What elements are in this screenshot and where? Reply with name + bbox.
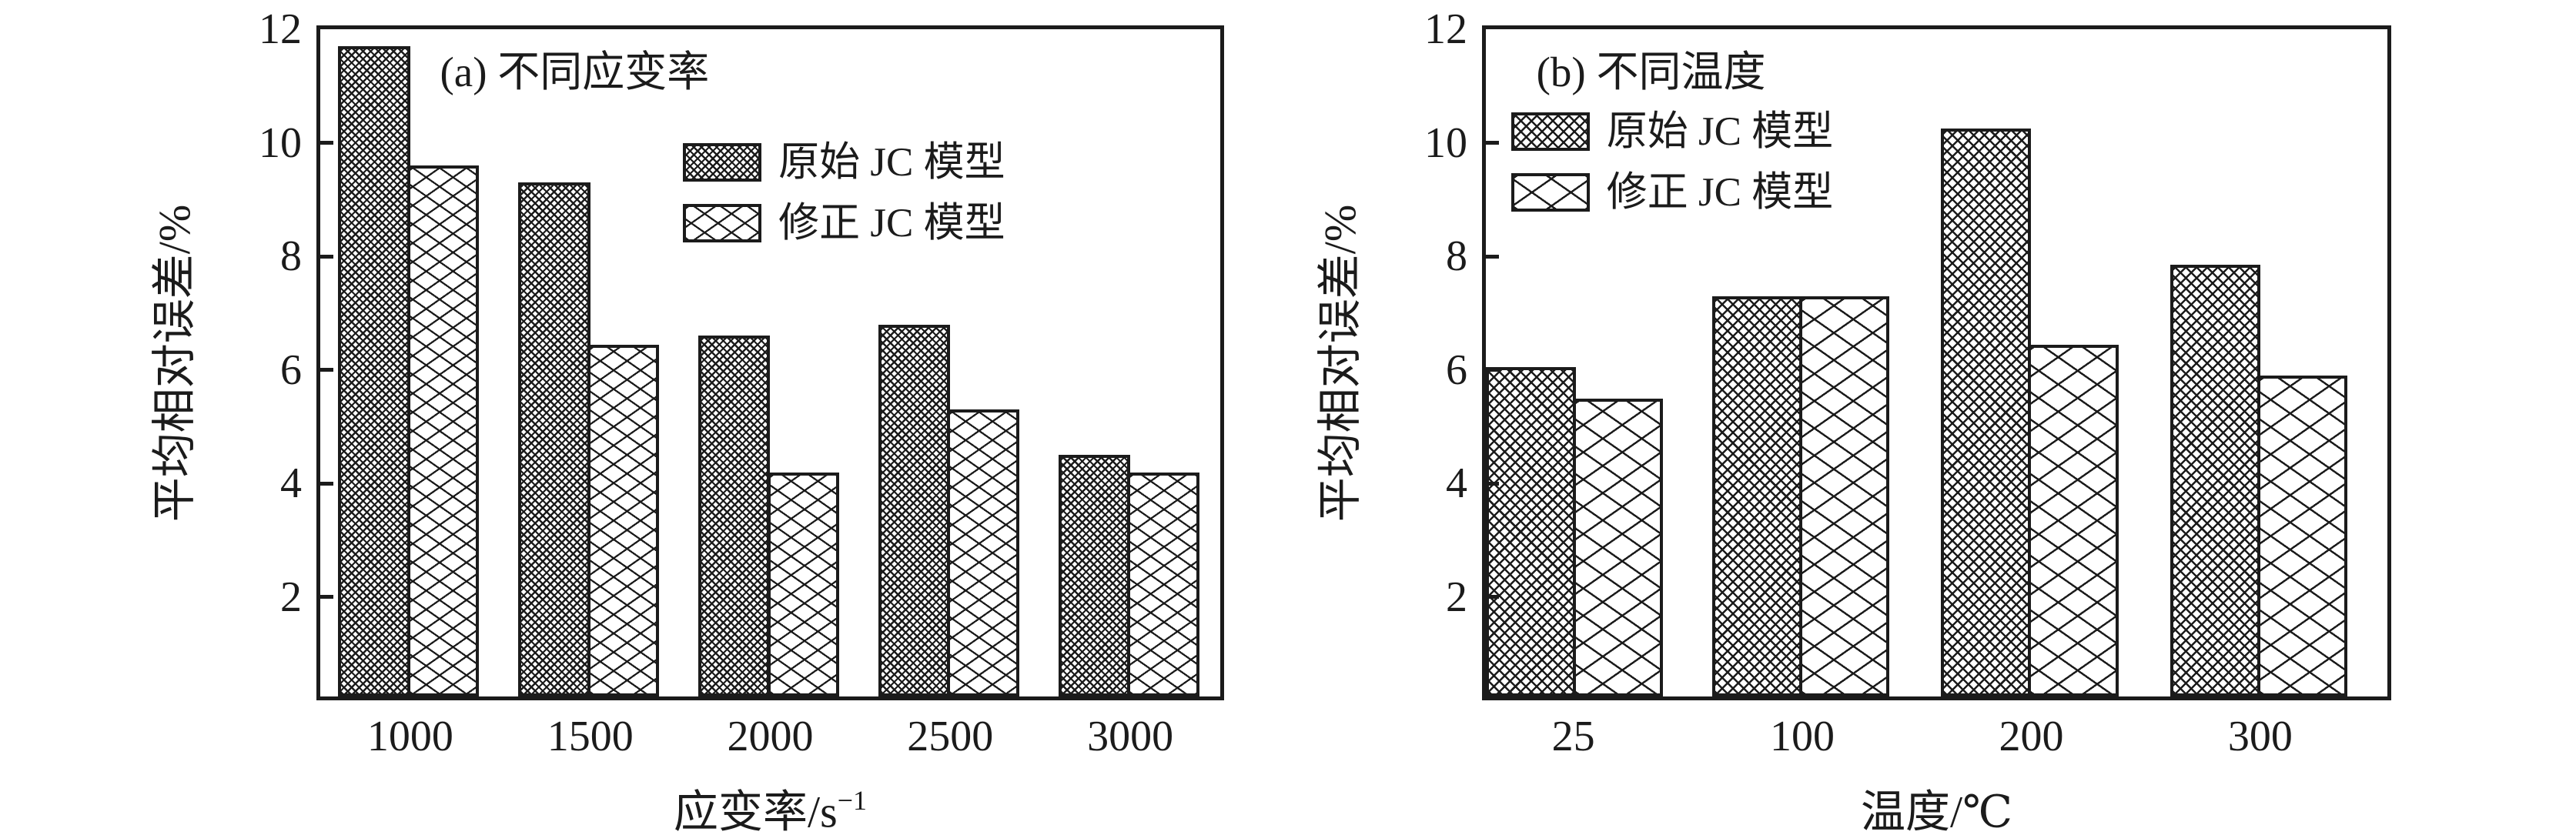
x-tick-label: 25 bbox=[1551, 713, 1595, 760]
bar-modified-jc-model bbox=[1127, 473, 1199, 696]
bar-modified-jc-model bbox=[2257, 376, 2347, 696]
bar-modified-jc-model bbox=[587, 345, 660, 696]
y-tick-mark bbox=[320, 595, 333, 600]
x-tick-label: 300 bbox=[2227, 713, 2293, 760]
chart-b-x-axis-title: 温度/℃ bbox=[1861, 777, 2012, 835]
x-tick-label: 3000 bbox=[1087, 713, 1174, 760]
bar-modified-jc-model bbox=[947, 409, 1019, 696]
y-tick-mark bbox=[1486, 595, 1499, 600]
legend-label-original-jc-model: 原始 JC 模型 bbox=[1606, 109, 1834, 154]
y-tick-mark bbox=[1486, 368, 1499, 372]
bar-original-jc-model bbox=[1486, 367, 1577, 696]
y-tick-label: 2 bbox=[1446, 573, 1467, 621]
y-tick-label: 10 bbox=[1424, 119, 1467, 167]
y-tick-mark bbox=[320, 368, 333, 372]
y-tick-label: 8 bbox=[1446, 232, 1467, 281]
y-tick-label: 6 bbox=[1446, 346, 1467, 394]
y-tick-label: 12 bbox=[1424, 5, 1467, 53]
chart-b-x-axis-title-text: 温度/℃ bbox=[1861, 787, 2012, 835]
y-tick-label: 8 bbox=[280, 232, 302, 281]
chart-b-legend: 原始 JC 模型 修正 JC 模型 bbox=[1510, 109, 1834, 215]
y-tick-mark bbox=[1486, 141, 1499, 145]
chart-a-x-axis-title: 应变率/s−1 bbox=[674, 777, 867, 835]
bar-original-jc-model bbox=[878, 325, 951, 696]
legend-item-original-jc-model: 原始 JC 模型 bbox=[1510, 109, 1834, 154]
chart-a-plot-area: (a) 不同应变率 原始 JC 模型 修正 JC 模型 平均相对误差/% 应变率… bbox=[149, 8, 1224, 835]
legend-swatch-original-jc-model bbox=[1510, 112, 1590, 151]
y-tick-mark bbox=[320, 254, 333, 259]
bar-original-jc-model bbox=[698, 336, 771, 696]
legend-item-modified-jc-model: 修正 JC 模型 bbox=[683, 202, 1005, 245]
y-tick-mark bbox=[320, 481, 333, 486]
x-tick-label: 2500 bbox=[907, 713, 994, 760]
chart-a-x-axis-title-text: 应变率/s bbox=[674, 787, 838, 835]
y-tick-label: 10 bbox=[259, 119, 302, 167]
legend-swatch-original-jc-model bbox=[683, 143, 762, 182]
chart-a-title: (a) 不同应变率 bbox=[440, 48, 710, 95]
bar-modified-jc-model bbox=[1799, 296, 1890, 696]
y-tick-label: 4 bbox=[280, 459, 302, 508]
x-tick-label: 100 bbox=[1770, 713, 1835, 760]
legend-item-modified-jc-model: 修正 JC 模型 bbox=[1510, 170, 1834, 215]
bar-original-jc-model bbox=[1711, 296, 1802, 696]
y-tick-mark bbox=[320, 141, 333, 145]
y-tick-mark bbox=[1486, 254, 1499, 259]
legend-label-modified-jc-model: 修正 JC 模型 bbox=[778, 201, 1005, 245]
y-tick-label: 4 bbox=[1446, 459, 1467, 508]
bar-original-jc-model bbox=[1941, 129, 2032, 696]
bar-modified-jc-model bbox=[2028, 345, 2119, 696]
chart-b-plot-area: (b) 不同温度 原始 JC 模型 修正 JC 模型 平均相对误差/% 温度/℃… bbox=[1315, 8, 2391, 835]
y-tick-label: 6 bbox=[280, 346, 302, 394]
legend-label-modified-jc-model: 修正 JC 模型 bbox=[1606, 170, 1834, 215]
legend-swatch-modified-jc-model bbox=[1510, 173, 1590, 212]
x-tick-label: 1000 bbox=[366, 713, 453, 760]
y-tick-mark bbox=[1486, 481, 1499, 486]
legend-label-original-jc-model: 原始 JC 模型 bbox=[778, 140, 1005, 185]
bar-original-jc-model bbox=[1058, 455, 1131, 696]
x-tick-label: 200 bbox=[1999, 713, 2064, 760]
bar-modified-jc-model bbox=[767, 473, 840, 696]
bar-original-jc-model bbox=[338, 46, 410, 696]
chart-a-x-axis-title-superscript: −1 bbox=[837, 785, 867, 816]
bar-original-jc-model bbox=[518, 182, 590, 696]
bar-original-jc-model bbox=[2170, 265, 2260, 696]
bar-modified-jc-model bbox=[406, 165, 480, 696]
chart-a-legend: 原始 JC 模型 修正 JC 模型 bbox=[683, 141, 1005, 245]
chart-b-title: (b) 不同温度 bbox=[1536, 48, 1766, 95]
y-tick-label: 12 bbox=[259, 5, 302, 53]
x-tick-label: 2000 bbox=[727, 713, 814, 760]
x-tick-label: 1500 bbox=[547, 713, 634, 760]
y-tick-label: 2 bbox=[280, 573, 302, 621]
legend-item-original-jc-model: 原始 JC 模型 bbox=[683, 141, 1005, 184]
legend-swatch-modified-jc-model bbox=[683, 204, 762, 242]
bar-modified-jc-model bbox=[1573, 399, 1664, 696]
